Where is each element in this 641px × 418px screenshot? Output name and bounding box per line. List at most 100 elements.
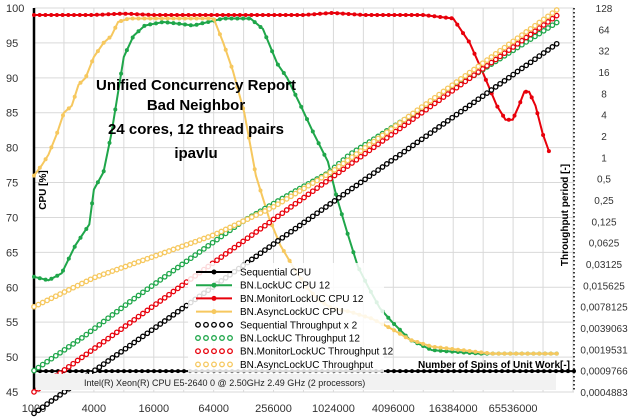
series-point	[144, 286, 151, 293]
series-point	[194, 22, 199, 27]
series-point	[165, 16, 170, 21]
y-tick-label: 45	[6, 387, 18, 399]
y2-tick-label: 2	[601, 132, 607, 143]
series-point	[306, 12, 311, 17]
series-point	[118, 348, 124, 355]
series-point	[536, 369, 540, 374]
series-point	[351, 250, 356, 255]
series-point	[237, 13, 242, 17]
series-point	[124, 17, 129, 22]
series-point	[344, 163, 351, 169]
series-point	[479, 350, 484, 355]
series-point	[206, 20, 211, 24]
legend-swatch-marker	[195, 348, 201, 355]
series-point	[352, 12, 357, 17]
series-point	[545, 47, 551, 53]
series-point	[398, 369, 402, 374]
series-point	[203, 13, 208, 17]
legend-label: BN.MonitorLockUC CPU 12	[240, 294, 364, 305]
series-point	[200, 16, 205, 21]
series-point	[258, 25, 263, 29]
series-point	[366, 141, 373, 148]
series-point	[152, 369, 156, 374]
series-point	[309, 180, 316, 186]
series-point	[194, 16, 199, 21]
series-point	[392, 154, 399, 161]
series-point	[438, 15, 443, 19]
series-point	[401, 116, 408, 123]
series-point	[379, 164, 386, 170]
y2-tick-label: 4	[601, 111, 607, 122]
series-point	[174, 285, 181, 292]
series-point	[148, 22, 153, 27]
series-point	[117, 11, 122, 16]
series-point	[299, 104, 304, 109]
series-point	[55, 273, 60, 278]
series-point	[383, 161, 390, 167]
series-point	[66, 256, 71, 261]
series-point	[140, 369, 144, 374]
series-point	[157, 298, 164, 304]
series-point	[61, 268, 65, 273]
series-point	[131, 316, 138, 323]
series-point	[523, 62, 530, 69]
series-point	[519, 37, 525, 44]
y2-tick-label: 32	[598, 47, 610, 58]
series-point	[572, 369, 576, 374]
series-point	[166, 291, 172, 298]
series-point	[501, 77, 508, 84]
series-point	[336, 194, 342, 201]
series-point	[229, 64, 234, 69]
y-tick-label: 100	[6, 3, 24, 15]
series-point	[35, 364, 42, 371]
series-point	[470, 369, 474, 374]
series-point	[66, 13, 71, 17]
series-point	[252, 20, 257, 25]
series-point	[293, 92, 298, 97]
series-point	[415, 340, 420, 344]
series-point	[458, 81, 464, 88]
series-point	[414, 113, 421, 119]
series-point	[366, 147, 373, 154]
series-point	[96, 321, 103, 328]
legend-label: BN.MonitorLockUC Throughput 12	[240, 347, 394, 358]
series-point	[482, 369, 486, 374]
series-point	[305, 191, 312, 198]
series-point	[427, 346, 431, 351]
series-point	[444, 117, 451, 124]
series-point	[358, 12, 363, 17]
series-point	[327, 175, 334, 182]
series-point	[418, 104, 425, 110]
series-point	[475, 69, 482, 75]
series-point	[275, 238, 281, 244]
legend-swatch-marker	[211, 282, 217, 288]
y-tick-label: 85	[6, 108, 18, 120]
series-point	[130, 16, 135, 21]
series-point	[314, 185, 320, 191]
series-point	[131, 339, 138, 346]
series-point	[177, 16, 182, 21]
series-point	[166, 315, 172, 321]
series-point	[456, 347, 460, 352]
series-point	[512, 113, 517, 118]
series-point	[205, 242, 212, 249]
series-point	[98, 369, 102, 374]
y-tick-label: 70	[6, 212, 18, 224]
series-point	[109, 355, 116, 361]
series-point	[403, 335, 408, 340]
series-point	[79, 354, 85, 361]
series-point	[192, 252, 199, 258]
series-point	[560, 369, 564, 374]
series-point	[264, 35, 269, 40]
series-point	[212, 17, 217, 22]
series-point	[554, 351, 559, 356]
series-point	[248, 232, 255, 238]
title-line-4: ipavlu	[174, 145, 217, 162]
series-point	[301, 185, 307, 192]
series-point	[146, 12, 151, 17]
series-point	[549, 22, 556, 29]
series-point	[362, 176, 368, 183]
series-point	[353, 151, 360, 157]
series-point	[232, 13, 237, 17]
series-point	[54, 13, 59, 17]
